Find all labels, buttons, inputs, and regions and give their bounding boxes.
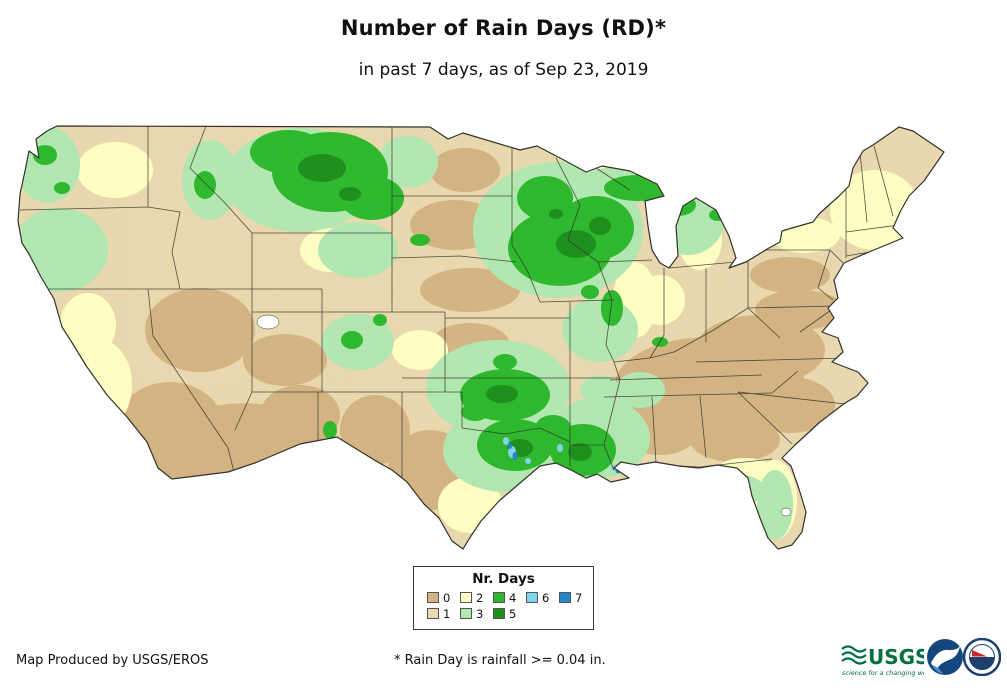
legend-label-0: 0 xyxy=(443,591,451,605)
inland-lakes xyxy=(256,314,792,517)
legend-swatch-7 xyxy=(559,592,571,603)
legend-item-1: 1 xyxy=(427,607,460,621)
legend-item-7: 7 xyxy=(559,591,592,605)
legend-label-2: 2 xyxy=(476,591,484,605)
legend-label-6: 6 xyxy=(542,591,550,605)
legend-item-0: 0 xyxy=(427,591,460,605)
credit-text: Map Produced by USGS/EROS xyxy=(16,653,209,668)
legend-label-5: 5 xyxy=(509,607,517,621)
noaa-sea xyxy=(932,665,943,674)
map-legend: Nr. Days 0 2 4 6 7 1 3 5 xyxy=(413,566,594,630)
legend-label-1: 1 xyxy=(443,607,451,621)
legend-item-6: 6 xyxy=(526,591,559,605)
legend-item-5: 5 xyxy=(493,607,526,621)
legend-row-2: 1 3 5 xyxy=(414,607,593,623)
map-subtitle: in past 7 days, as of Sep 23, 2019 xyxy=(358,60,649,80)
legend-item-3: 3 xyxy=(460,607,493,621)
us-outline xyxy=(17,125,945,550)
noaa-gull-icon xyxy=(931,646,960,669)
agency-logos: USGS science for a changing world xyxy=(840,638,1001,682)
legend-swatch-0 xyxy=(427,592,439,603)
legend-swatch-5 xyxy=(493,608,505,619)
legend-label-7: 7 xyxy=(575,591,583,605)
usgs-wave-icon xyxy=(841,645,867,665)
legend-swatch-4 xyxy=(493,592,505,603)
legend-swatch-3 xyxy=(460,608,472,619)
legend-row-1: 0 2 4 6 7 xyxy=(414,591,593,607)
nws-lower-half xyxy=(969,657,995,670)
lake-okeechobee xyxy=(780,507,792,517)
conus-rain-days-map xyxy=(17,125,945,550)
legend-item-2: 2 xyxy=(460,591,493,605)
legend-swatch-1 xyxy=(427,608,439,619)
nws-red-wedge xyxy=(972,650,987,657)
usgs-wordmark: USGS xyxy=(868,645,924,669)
nws-logo xyxy=(963,638,1001,676)
map-title: Number of Rain Days (RD)* xyxy=(340,16,667,40)
legend-swatch-6 xyxy=(526,592,538,603)
legend-label-4: 4 xyxy=(509,591,517,605)
legend-title: Nr. Days xyxy=(472,571,535,587)
state-borders xyxy=(18,126,902,478)
great-salt-lake xyxy=(256,314,280,330)
rain-days-raster xyxy=(18,126,944,549)
legend-swatch-2 xyxy=(460,592,472,603)
legend-label-3: 3 xyxy=(476,607,484,621)
noaa-logo xyxy=(927,639,963,675)
usgs-logo: USGS science for a changing world xyxy=(841,645,924,677)
rain-day-note: * Rain Day is rainfall >= 0.04 in. xyxy=(394,653,606,668)
usgs-tagline: science for a changing world xyxy=(842,669,924,677)
legend-item-4: 4 xyxy=(493,591,526,605)
